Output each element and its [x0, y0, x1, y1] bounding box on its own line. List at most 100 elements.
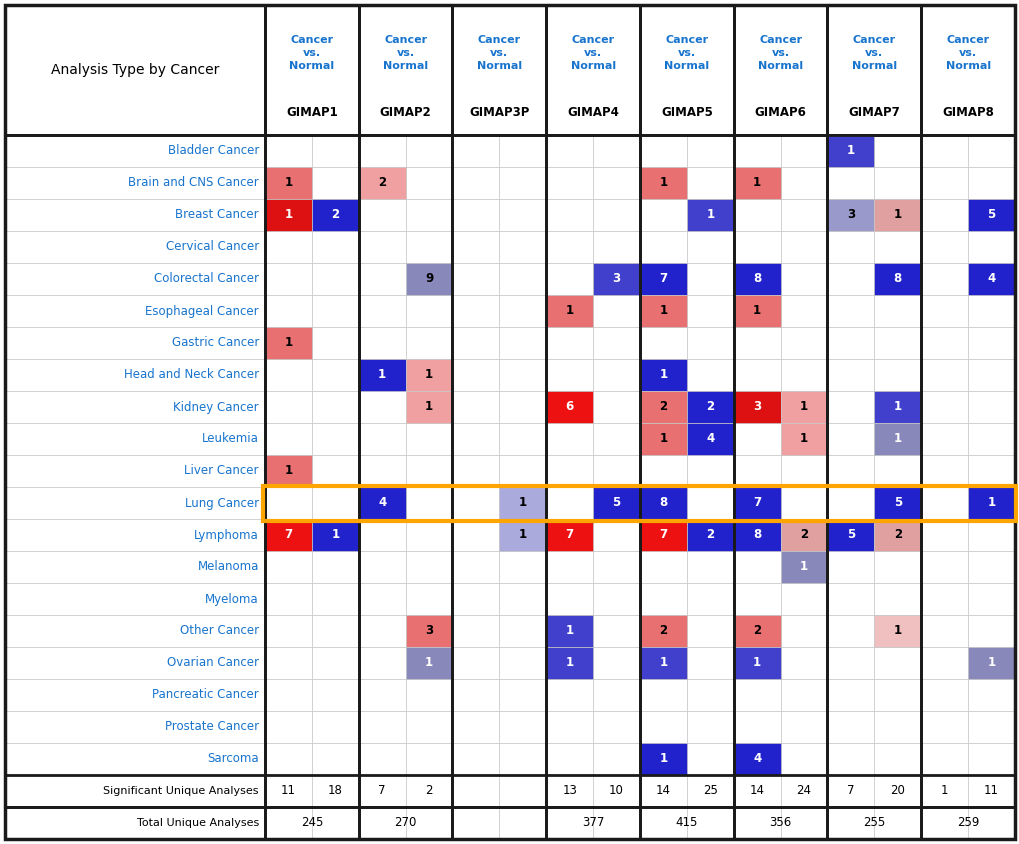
Bar	[5, 775, 1014, 807]
Bar	[873, 295, 920, 327]
Bar	[499, 295, 546, 327]
Text: Liver Cancer: Liver Cancer	[184, 464, 259, 478]
Bar	[639, 327, 686, 359]
Bar	[312, 647, 359, 679]
Bar	[826, 487, 873, 519]
Bar	[499, 679, 546, 711]
Bar	[312, 519, 359, 551]
Bar	[499, 263, 546, 295]
Bar	[359, 487, 406, 519]
Bar	[686, 679, 733, 711]
Bar	[733, 423, 780, 455]
Bar	[546, 519, 592, 551]
Bar	[873, 615, 920, 647]
Bar	[265, 295, 312, 327]
Bar	[873, 391, 920, 423]
Bar	[967, 551, 1014, 583]
Bar	[920, 519, 967, 551]
Bar	[733, 199, 780, 231]
Text: 259: 259	[956, 816, 978, 830]
Text: 9: 9	[425, 273, 433, 285]
Bar	[592, 487, 639, 519]
Text: 1: 1	[425, 657, 433, 669]
Bar	[452, 615, 499, 647]
Text: 1: 1	[284, 464, 292, 478]
Text: 1: 1	[658, 369, 666, 381]
Bar	[639, 423, 686, 455]
Text: 7: 7	[658, 273, 666, 285]
Bar	[967, 647, 1014, 679]
Bar	[639, 807, 686, 839]
Bar	[546, 231, 592, 263]
Bar	[967, 199, 1014, 231]
Bar	[359, 359, 406, 391]
Bar	[639, 615, 686, 647]
Bar	[406, 711, 452, 743]
Bar	[686, 423, 733, 455]
Bar	[406, 615, 452, 647]
Text: Pancreatic Cancer: Pancreatic Cancer	[152, 689, 259, 701]
Bar	[733, 519, 780, 551]
Text: 10: 10	[608, 785, 624, 798]
Bar	[920, 199, 967, 231]
Text: Leukemia: Leukemia	[202, 432, 259, 446]
Text: 1: 1	[893, 208, 901, 221]
Bar	[546, 423, 592, 455]
Text: Lymphoma: Lymphoma	[194, 528, 259, 542]
Bar	[920, 231, 967, 263]
Bar	[406, 551, 452, 583]
Bar	[546, 359, 592, 391]
Bar	[826, 391, 873, 423]
Bar	[452, 775, 499, 807]
Bar	[265, 5, 359, 135]
Bar	[920, 487, 967, 519]
Text: Lung Cancer: Lung Cancer	[184, 496, 259, 510]
Bar	[639, 231, 686, 263]
Bar	[826, 359, 873, 391]
Bar	[733, 295, 780, 327]
Bar	[733, 711, 780, 743]
Bar	[733, 487, 780, 519]
Bar	[499, 647, 546, 679]
Bar	[265, 775, 312, 807]
Bar	[499, 231, 546, 263]
Text: 1: 1	[799, 560, 807, 574]
Bar	[499, 711, 546, 743]
Bar	[265, 519, 312, 551]
Text: 377: 377	[582, 816, 603, 830]
Bar	[826, 423, 873, 455]
Bar	[780, 647, 826, 679]
Text: 255: 255	[862, 816, 884, 830]
Bar	[312, 199, 359, 231]
Bar	[686, 231, 733, 263]
Bar	[592, 263, 639, 295]
Text: 14: 14	[655, 785, 671, 798]
Text: GIMAP4: GIMAP4	[567, 106, 619, 119]
Bar	[686, 359, 733, 391]
Bar	[5, 711, 265, 743]
Bar	[920, 391, 967, 423]
Bar	[406, 327, 452, 359]
Bar	[826, 615, 873, 647]
Bar	[639, 167, 686, 199]
Bar	[780, 359, 826, 391]
Bar	[686, 391, 733, 423]
Bar	[265, 743, 312, 775]
Text: 7: 7	[752, 496, 760, 510]
Bar	[592, 583, 639, 615]
Bar	[873, 711, 920, 743]
Text: 3: 3	[752, 401, 760, 414]
Bar	[920, 647, 967, 679]
Bar	[920, 743, 967, 775]
Bar	[546, 391, 592, 423]
Bar	[499, 391, 546, 423]
Bar	[592, 743, 639, 775]
Text: 1: 1	[566, 625, 573, 637]
Bar	[499, 167, 546, 199]
Text: Cancer
vs.
Normal: Cancer vs. Normal	[476, 35, 522, 71]
Bar	[359, 487, 406, 519]
Bar	[639, 647, 686, 679]
Bar	[359, 5, 452, 839]
Text: Cancer
vs.
Normal: Cancer vs. Normal	[570, 35, 615, 71]
Bar	[359, 743, 406, 775]
